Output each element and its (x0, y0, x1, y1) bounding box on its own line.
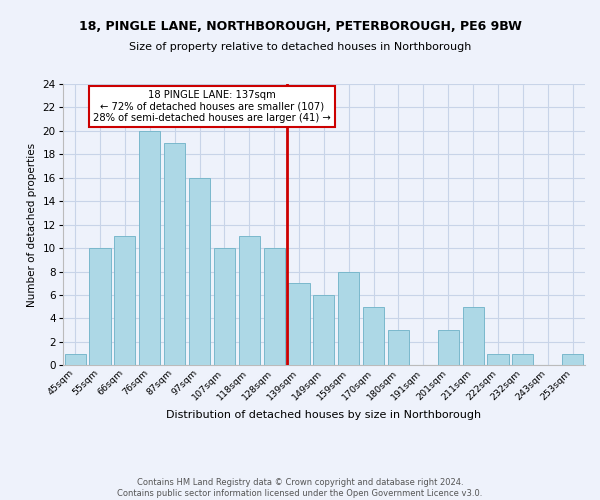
Text: 18, PINGLE LANE, NORTHBOROUGH, PETERBOROUGH, PE6 9BW: 18, PINGLE LANE, NORTHBOROUGH, PETERBORO… (79, 20, 521, 33)
Bar (363, 307, 384, 366)
Bar (388, 330, 409, 366)
Y-axis label: Number of detached properties: Number of detached properties (27, 142, 37, 307)
Bar (214, 248, 235, 366)
Bar (263, 248, 285, 366)
Text: 18 PINGLE LANE: 137sqm
← 72% of detached houses are smaller (107)
28% of semi-de: 18 PINGLE LANE: 137sqm ← 72% of detached… (93, 90, 331, 123)
Bar (115, 236, 136, 366)
Bar (463, 307, 484, 366)
Text: Contains HM Land Registry data © Crown copyright and database right 2024.
Contai: Contains HM Land Registry data © Crown c… (118, 478, 482, 498)
Bar (89, 248, 110, 366)
Text: Size of property relative to detached houses in Northborough: Size of property relative to detached ho… (129, 42, 471, 52)
Bar (512, 354, 533, 366)
Bar (562, 354, 583, 366)
Bar (189, 178, 210, 366)
Bar (338, 272, 359, 366)
Bar (289, 284, 310, 366)
Bar (313, 295, 334, 366)
Bar (487, 354, 509, 366)
Bar (239, 236, 260, 366)
Bar (65, 354, 86, 366)
Bar (437, 330, 459, 366)
X-axis label: Distribution of detached houses by size in Northborough: Distribution of detached houses by size … (166, 410, 481, 420)
Bar (164, 142, 185, 366)
Bar (139, 131, 160, 366)
